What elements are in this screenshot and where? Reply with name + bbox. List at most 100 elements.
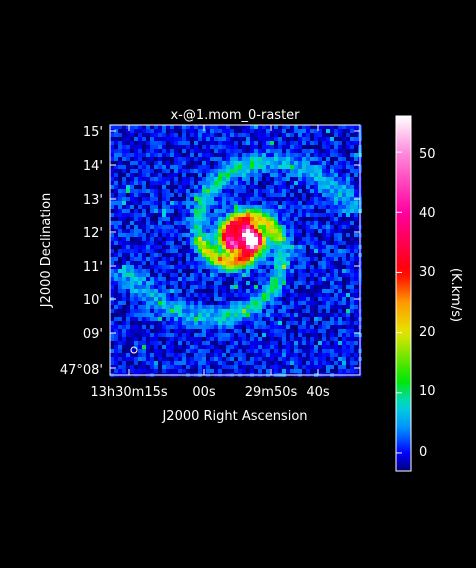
heatmap-cell (122, 169, 126, 173)
heatmap-cell (174, 221, 178, 225)
heatmap-cell (334, 137, 338, 141)
heatmap-cell (150, 277, 154, 281)
heatmap-cell (138, 289, 142, 293)
heatmap-cell (290, 337, 294, 341)
heatmap-cell (202, 189, 206, 193)
heatmap-cell (346, 133, 350, 137)
heatmap-cell (238, 145, 242, 149)
heatmap-cell (290, 221, 294, 225)
heatmap-cell (138, 337, 142, 341)
heatmap-cell (210, 241, 214, 245)
heatmap-cell (354, 161, 358, 165)
heatmap-cell (274, 181, 278, 185)
heatmap-cell (338, 281, 342, 285)
heatmap-cell (190, 261, 194, 265)
heatmap-cell (230, 145, 234, 149)
heatmap-cell (350, 341, 354, 345)
heatmap-cell (326, 237, 330, 241)
heatmap-cell (158, 301, 162, 305)
heatmap-cell (258, 257, 262, 261)
heatmap-cell (146, 189, 150, 193)
heatmap-cell (182, 361, 186, 365)
heatmap-cell (118, 161, 122, 165)
heatmap-cell (298, 265, 302, 269)
heatmap-cell (258, 281, 262, 285)
heatmap-cell (314, 233, 318, 237)
heatmap-cell (214, 161, 218, 165)
heatmap-cell (182, 305, 186, 309)
heatmap-cell (238, 293, 242, 297)
heatmap-cell (118, 145, 122, 149)
heatmap-cell (322, 133, 326, 137)
heatmap-cell (306, 365, 310, 369)
heatmap-cell (262, 293, 266, 297)
heatmap-cell (158, 221, 162, 225)
heatmap-cell (178, 277, 182, 281)
heatmap-cell (290, 161, 294, 165)
heatmap-cell (178, 349, 182, 353)
heatmap-cell (266, 201, 270, 205)
heatmap-cell (246, 281, 250, 285)
heatmap-cell (110, 237, 114, 241)
heatmap-cell (318, 205, 322, 209)
heatmap-cell (250, 165, 254, 169)
heatmap-cell (270, 185, 274, 189)
heatmap-cell (258, 145, 262, 149)
heatmap-cell (302, 209, 306, 213)
heatmap-cell (226, 353, 230, 357)
heatmap-cell (334, 305, 338, 309)
heatmap-cell (182, 265, 186, 269)
heatmap-cell (254, 213, 258, 217)
heatmap-cell (310, 129, 314, 133)
heatmap-cell (194, 185, 198, 189)
heatmap-cell (334, 325, 338, 329)
heatmap-cell (138, 293, 142, 297)
heatmap-cell (226, 213, 230, 217)
heatmap-cell (342, 137, 346, 141)
heatmap-cell (338, 197, 342, 201)
heatmap-cell (222, 353, 226, 357)
heatmap-cell (202, 213, 206, 217)
heatmap-cell (234, 369, 238, 373)
heatmap-cell (114, 233, 118, 237)
heatmap-cell (310, 265, 314, 269)
heatmap-cell (230, 157, 234, 161)
heatmap-cell (246, 349, 250, 353)
heatmap-cell (178, 245, 182, 249)
heatmap-cell (342, 365, 346, 369)
heatmap-cell (334, 337, 338, 341)
heatmap-cell (282, 341, 286, 345)
heatmap-cell (154, 173, 158, 177)
heatmap-cell (222, 313, 226, 317)
heatmap-cell (182, 245, 186, 249)
heatmap-cell (286, 333, 290, 337)
heatmap-cell (190, 317, 194, 321)
heatmap-cell (350, 205, 354, 209)
heatmap-cell (142, 293, 146, 297)
heatmap-cell (138, 277, 142, 281)
heatmap-cell (274, 297, 278, 301)
heatmap-cell (190, 153, 194, 157)
heatmap-cell (226, 177, 230, 181)
heatmap-cell (150, 157, 154, 161)
heatmap-cell (222, 317, 226, 321)
heatmap-cell (230, 177, 234, 181)
heatmap-cell (314, 193, 318, 197)
heatmap-cell (198, 249, 202, 253)
heatmap-cell (122, 157, 126, 161)
heatmap-cell (302, 349, 306, 353)
heatmap-cell (274, 157, 278, 161)
heatmap-cell (146, 125, 150, 129)
heatmap-cell (294, 209, 298, 213)
heatmap-cell (346, 305, 350, 309)
heatmap-cell (146, 253, 150, 257)
heatmap-cell (142, 249, 146, 253)
heatmap-cell (258, 337, 262, 341)
heatmap-cell (226, 285, 230, 289)
heatmap-cell (330, 261, 334, 265)
heatmap-cell (330, 245, 334, 249)
heatmap-cell (314, 245, 318, 249)
heatmap-cell (254, 317, 258, 321)
heatmap-cell (254, 345, 258, 349)
heatmap-cell (218, 193, 222, 197)
